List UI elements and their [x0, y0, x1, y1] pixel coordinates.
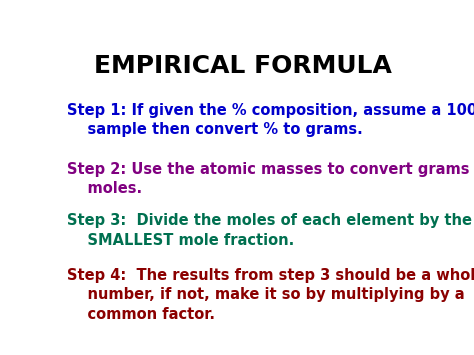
Text: EMPIRICAL FORMULA: EMPIRICAL FORMULA — [94, 54, 392, 77]
Text: Step 3:  Divide the moles of each element by the
    SMALLEST mole fraction.: Step 3: Divide the moles of each element… — [66, 213, 472, 248]
Text: Step 1: If given the % composition, assume a 100g
    sample then convert % to g: Step 1: If given the % composition, assu… — [66, 103, 474, 137]
Text: Step 2: Use the atomic masses to convert grams to
    moles.: Step 2: Use the atomic masses to convert… — [66, 162, 474, 196]
Text: Step 4:  The results from step 3 should be a whole
    number, if not, make it s: Step 4: The results from step 3 should b… — [66, 268, 474, 322]
